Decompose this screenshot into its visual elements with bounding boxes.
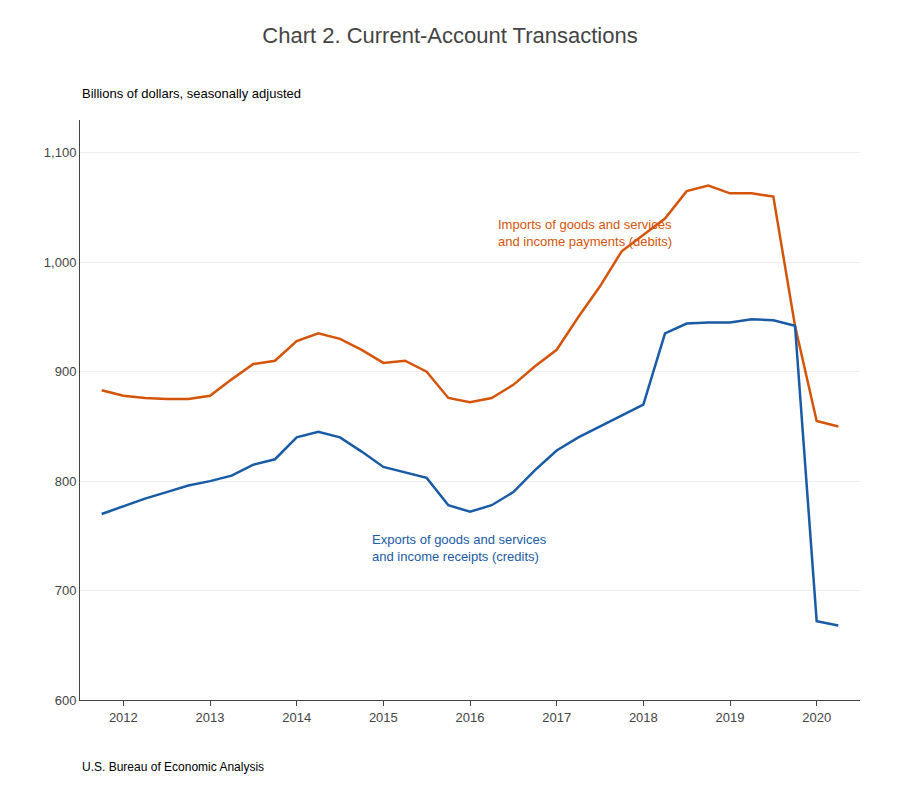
svg-text:900: 900 xyxy=(55,364,77,379)
svg-text:2013: 2013 xyxy=(196,710,225,725)
svg-text:700: 700 xyxy=(55,583,77,598)
svg-text:Imports of goods and servicesa: Imports of goods and servicesand income … xyxy=(498,217,672,249)
svg-text:Billions of dollars, seasonall: Billions of dollars, seasonally adjusted xyxy=(82,86,301,101)
svg-text:2014: 2014 xyxy=(282,710,311,725)
svg-text:Chart 2. Current-Account Trans: Chart 2. Current-Account Transactions xyxy=(262,23,637,48)
svg-text:2016: 2016 xyxy=(456,710,485,725)
svg-text:1,000: 1,000 xyxy=(44,255,77,270)
svg-text:Exports of goods and servicesa: Exports of goods and servicesand income … xyxy=(372,532,547,564)
svg-text:2018: 2018 xyxy=(629,710,658,725)
svg-text:2015: 2015 xyxy=(369,710,398,725)
svg-text:600: 600 xyxy=(55,693,77,708)
svg-text:2020: 2020 xyxy=(802,710,831,725)
svg-text:2019: 2019 xyxy=(716,710,745,725)
svg-text:2012: 2012 xyxy=(109,710,138,725)
svg-text:800: 800 xyxy=(55,474,77,489)
svg-text:1,100: 1,100 xyxy=(44,145,77,160)
svg-text:U.S. Bureau of Economic Analys: U.S. Bureau of Economic Analysis xyxy=(82,760,264,774)
svg-text:2017: 2017 xyxy=(542,710,571,725)
